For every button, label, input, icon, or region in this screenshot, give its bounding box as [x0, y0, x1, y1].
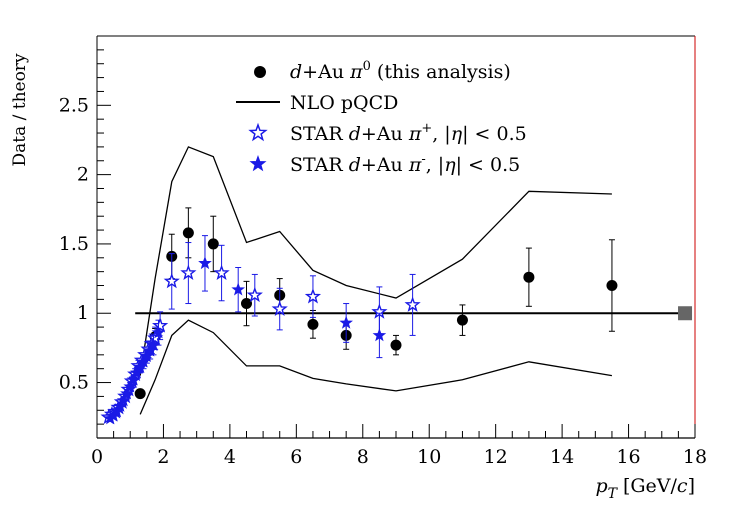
data-point-circle — [134, 388, 146, 400]
y-tick-label: 1 — [77, 302, 89, 324]
data-point-circle — [241, 298, 252, 310]
x-tick-labels: 0 2 4 6 8 10 12 14 16 18 — [91, 446, 707, 468]
y-tick-label: 2.5 — [59, 94, 89, 116]
data-point-filled-star — [151, 325, 166, 339]
data-point-filled-star — [146, 337, 161, 351]
legend-label-nlo: NLO pQCD — [290, 92, 398, 114]
x-tick-label: 0 — [91, 446, 103, 468]
legend-marker-open-star — [248, 122, 268, 142]
x-tick-label: 16 — [616, 446, 640, 468]
data-point-filled-star — [372, 328, 387, 342]
data-point-filled-star — [339, 315, 353, 329]
legend-marker-circle — [254, 66, 266, 78]
data-point-circle — [307, 318, 319, 330]
data-point-open-star — [246, 286, 263, 303]
nlo-lower-line — [139, 319, 613, 415]
x-tick-label: 10 — [417, 446, 441, 468]
series-open-star — [100, 242, 421, 425]
reference-box — [678, 306, 693, 321]
data-point-filled-star — [231, 282, 245, 296]
data-point-circle — [456, 314, 468, 326]
data-point-circle — [390, 339, 402, 351]
legend-label-star-piminus: STAR d+Au π-, |η| < 0.5 — [290, 152, 520, 176]
data-series — [100, 207, 618, 425]
series-circle — [134, 207, 618, 400]
data-point-open-star — [163, 272, 180, 289]
series-filled-star — [103, 235, 387, 425]
data-point-open-star — [404, 296, 421, 312]
nlo-upper-line — [139, 146, 612, 376]
data-point-open-star — [213, 264, 230, 280]
x-tick-label: 4 — [224, 446, 236, 468]
legend-label-star-piplus: STAR d+Au π+, |η| < 0.5 — [290, 121, 527, 145]
legend-marker-filled-star — [249, 155, 267, 172]
data-point-open-star — [152, 317, 169, 333]
data-point-filled-star — [120, 386, 134, 400]
x-tick-label: 2 — [157, 446, 169, 468]
x-tick-label: 6 — [290, 446, 302, 468]
data-point-filled-star — [123, 379, 138, 393]
y-tick-label: 2 — [77, 164, 89, 186]
data-point-circle — [207, 238, 219, 250]
legend: d+Au π0 (this analysis) NLO pQCD STAR d+… — [236, 59, 527, 176]
y-tick-label: 0.5 — [59, 372, 89, 394]
reference-line-group — [135, 306, 693, 321]
y-tick-labels: 0.5 1 1.5 2 2.5 — [59, 94, 89, 393]
data-point-filled-star — [126, 372, 141, 386]
y-tick-label: 1.5 — [59, 233, 89, 255]
x-tick-label: 12 — [484, 446, 508, 468]
x-axis-label: pT [GeV/c] — [595, 475, 695, 502]
data-point-filled-star — [198, 256, 212, 270]
data-point-open-star — [180, 264, 197, 280]
nlo-pqcd-bands — [139, 146, 613, 415]
data-point-open-star — [271, 300, 288, 316]
x-tick-label: 14 — [550, 446, 574, 468]
axis-ticks — [96, 49, 696, 439]
x-tick-label: 8 — [357, 446, 369, 468]
data-point-open-star — [304, 288, 322, 304]
x-tick-label: 18 — [683, 446, 707, 468]
legend-label-dau-pi0: d+Au π0 (this analysis) — [290, 59, 511, 83]
y-axis-label: Data / theory — [10, 53, 30, 166]
data-point-circle — [182, 227, 194, 239]
data-point-circle — [606, 280, 618, 292]
data-point-filled-star — [116, 393, 131, 407]
data-point-circle — [523, 271, 535, 283]
